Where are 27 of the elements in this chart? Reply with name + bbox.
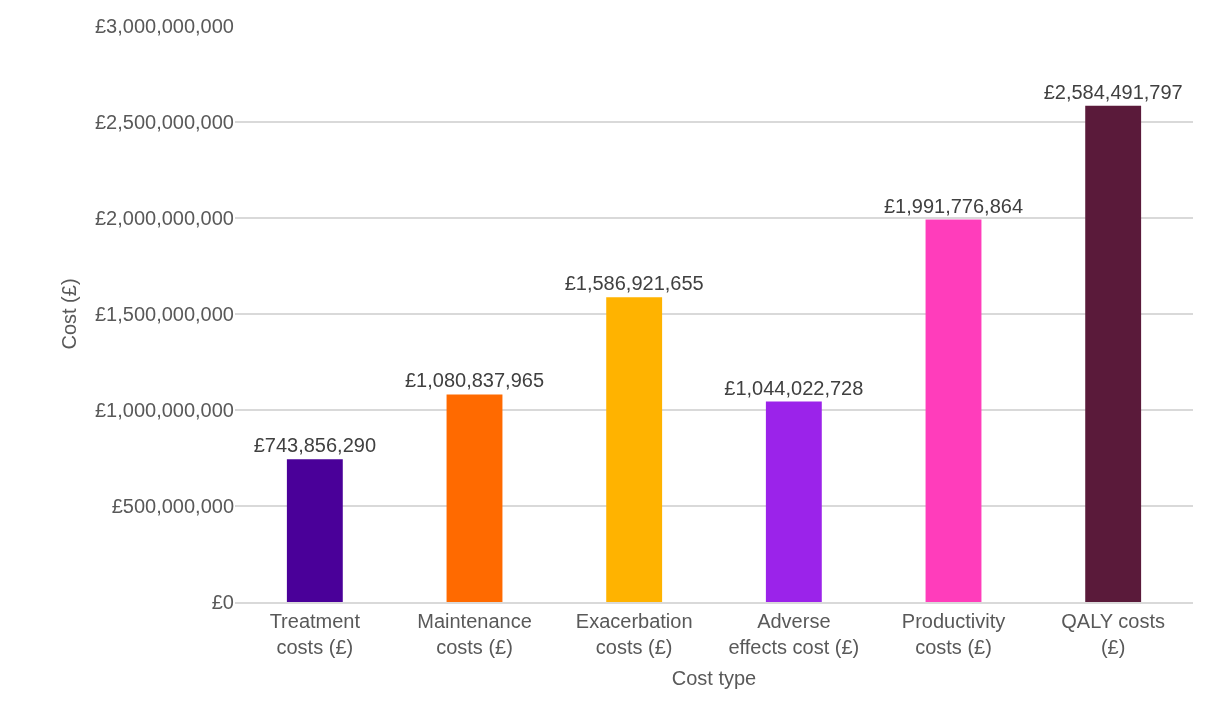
x-tick-label: Productivity costs (£) — [901, 609, 1006, 658]
x-tick-label: Treatment costs (£) — [269, 609, 361, 658]
y-tick-label: £3,000,000,000 — [94, 15, 234, 37]
data-label: £1,991,776,864 — [883, 194, 1024, 217]
data-label: £1,080,837,965 — [404, 369, 545, 392]
y-tick-label: £2,500,000,000 — [94, 111, 234, 133]
y-tick-label: £2,000,000,000 — [94, 207, 234, 229]
data-label: £1,586,921,655 — [564, 272, 704, 295]
bar — [446, 394, 503, 602]
x-tick-label: Exacerbation costs (£) — [575, 609, 693, 658]
bar — [765, 401, 822, 602]
data-label: £1,044,022,728 — [724, 376, 864, 399]
y-tick-label: £0 — [211, 591, 234, 613]
x-tick-label: QALY costs (£) — [1061, 609, 1166, 658]
y-tick-label: £500,000,000 — [111, 495, 234, 517]
y-tick-label: £1,500,000,000 — [94, 303, 234, 325]
data-label: £743,856,290 — [253, 434, 377, 457]
x-tick-label: Adverse effects cost (£) — [728, 609, 860, 658]
x-axis-title: Cost type — [671, 666, 757, 689]
bar — [1085, 105, 1142, 602]
y-tick-label: £1,000,000,000 — [94, 399, 234, 421]
bar — [286, 459, 343, 602]
bar — [925, 219, 982, 602]
y-axis-title: Cost (£) — [58, 278, 81, 350]
bar — [606, 297, 663, 602]
x-tick-label: Maintenance costs (£) — [417, 609, 532, 658]
data-label: £2,584,491,797 — [1043, 80, 1183, 103]
